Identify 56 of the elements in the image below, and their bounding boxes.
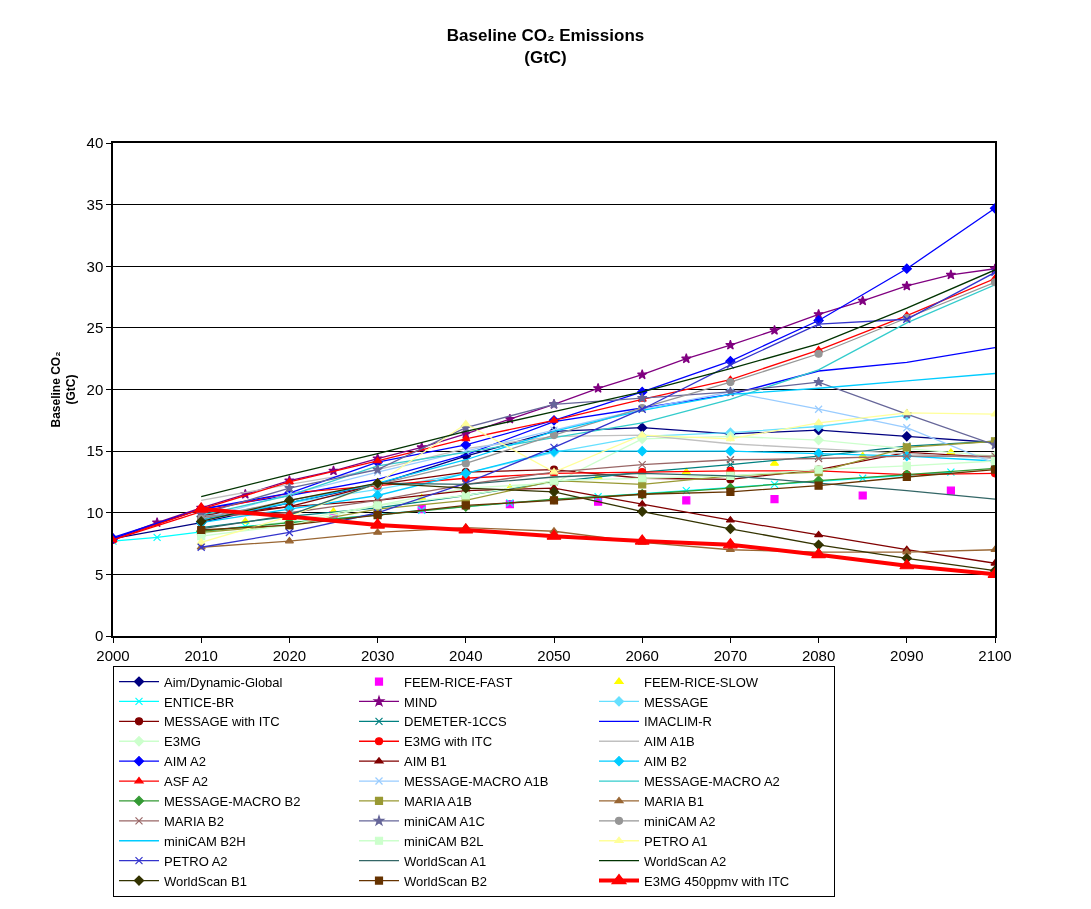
legend-label: Aim/Dynamic-Global <box>164 674 283 690</box>
legend-label: AIM B2 <box>644 754 687 770</box>
legend-label: IMACLIM-R <box>644 714 712 730</box>
x-tick-label: 2030 <box>360 646 395 664</box>
legend-label: miniCAM B2H <box>164 833 246 849</box>
x-tick-label: 2100 <box>978 646 1012 664</box>
x-tick-label: 2020 <box>272 646 307 664</box>
chart-subtitle: (GtC) <box>524 48 567 67</box>
legend-label: MESSAGE with ITC <box>164 714 280 730</box>
y-tick-label: 25 <box>86 319 104 337</box>
legend-label: MARIA B1 <box>644 794 704 809</box>
legend-label: AIM B1 <box>404 754 447 770</box>
legend-label: MESSAGE-MACRO A2 <box>644 774 780 790</box>
legend-label: miniCAM A2 <box>644 813 716 829</box>
legend-label: MESSAGE <box>644 694 709 710</box>
legend-label: DEMETER-1CCS <box>404 714 507 730</box>
y-tick-label: 30 <box>86 257 104 275</box>
y-axis-title: Baseline CO₂ (GtC) <box>48 351 79 428</box>
x-tick-label: 2010 <box>184 646 218 664</box>
x-tick-label: 2090 <box>890 646 924 664</box>
legend-label: AIM A2 <box>164 754 206 770</box>
x-tick-label: 2070 <box>713 646 748 664</box>
legend-label: ENTICE-BR <box>164 694 235 710</box>
legend-label: MARIA A1B <box>404 794 472 809</box>
legend-label: WorldScan B1 <box>164 873 247 889</box>
legend-label: E3MG <box>164 734 201 750</box>
legend-label: E3MG 450ppmv with ITC <box>644 873 790 889</box>
legend-label: miniCAM B2L <box>404 833 484 849</box>
y-tick-label: 40 <box>86 134 104 152</box>
x-tick-label: 2040 <box>449 646 483 664</box>
legend-label: MESSAGE-MACRO B2 <box>164 794 301 809</box>
legend-label: WorldScan B2 <box>404 873 487 889</box>
legend-label: FEEM-RICE-SLOW <box>644 674 759 690</box>
y-tick-label: 5 <box>94 565 104 583</box>
legend-label: E3MG with ITC <box>404 734 493 750</box>
legend-label: AIM A1B <box>644 734 695 750</box>
x-tick-label: 2080 <box>801 646 836 664</box>
y-tick-label: 15 <box>86 442 104 460</box>
y-tick-label: 20 <box>86 380 104 398</box>
x-tick-label: 2050 <box>537 646 571 664</box>
y-tick-label: 35 <box>86 195 104 213</box>
legend-label: PETRO A2 <box>164 853 228 869</box>
legend-label: WorldScan A2 <box>644 853 727 869</box>
legend-label: WorldScan A1 <box>404 853 487 869</box>
legend-label: FEEM-RICE-FAST <box>404 674 513 690</box>
chart-title: Baseline CO₂ Emissions <box>446 25 645 45</box>
x-tick-label: 2000 <box>96 646 130 664</box>
legend-label: MIND <box>404 694 438 710</box>
legend-label: ASF A2 <box>164 774 209 790</box>
y-tick-label: 10 <box>86 504 104 521</box>
x-tick-label: 2060 <box>625 646 659 664</box>
legend-label: miniCAM A1C <box>404 813 485 829</box>
legend-label: PETRO A1 <box>644 833 708 849</box>
legend-label: MARIA B2 <box>164 813 224 829</box>
legend-label: MESSAGE-MACRO A1B <box>404 774 549 790</box>
y-tick-label: 0 <box>94 627 104 645</box>
